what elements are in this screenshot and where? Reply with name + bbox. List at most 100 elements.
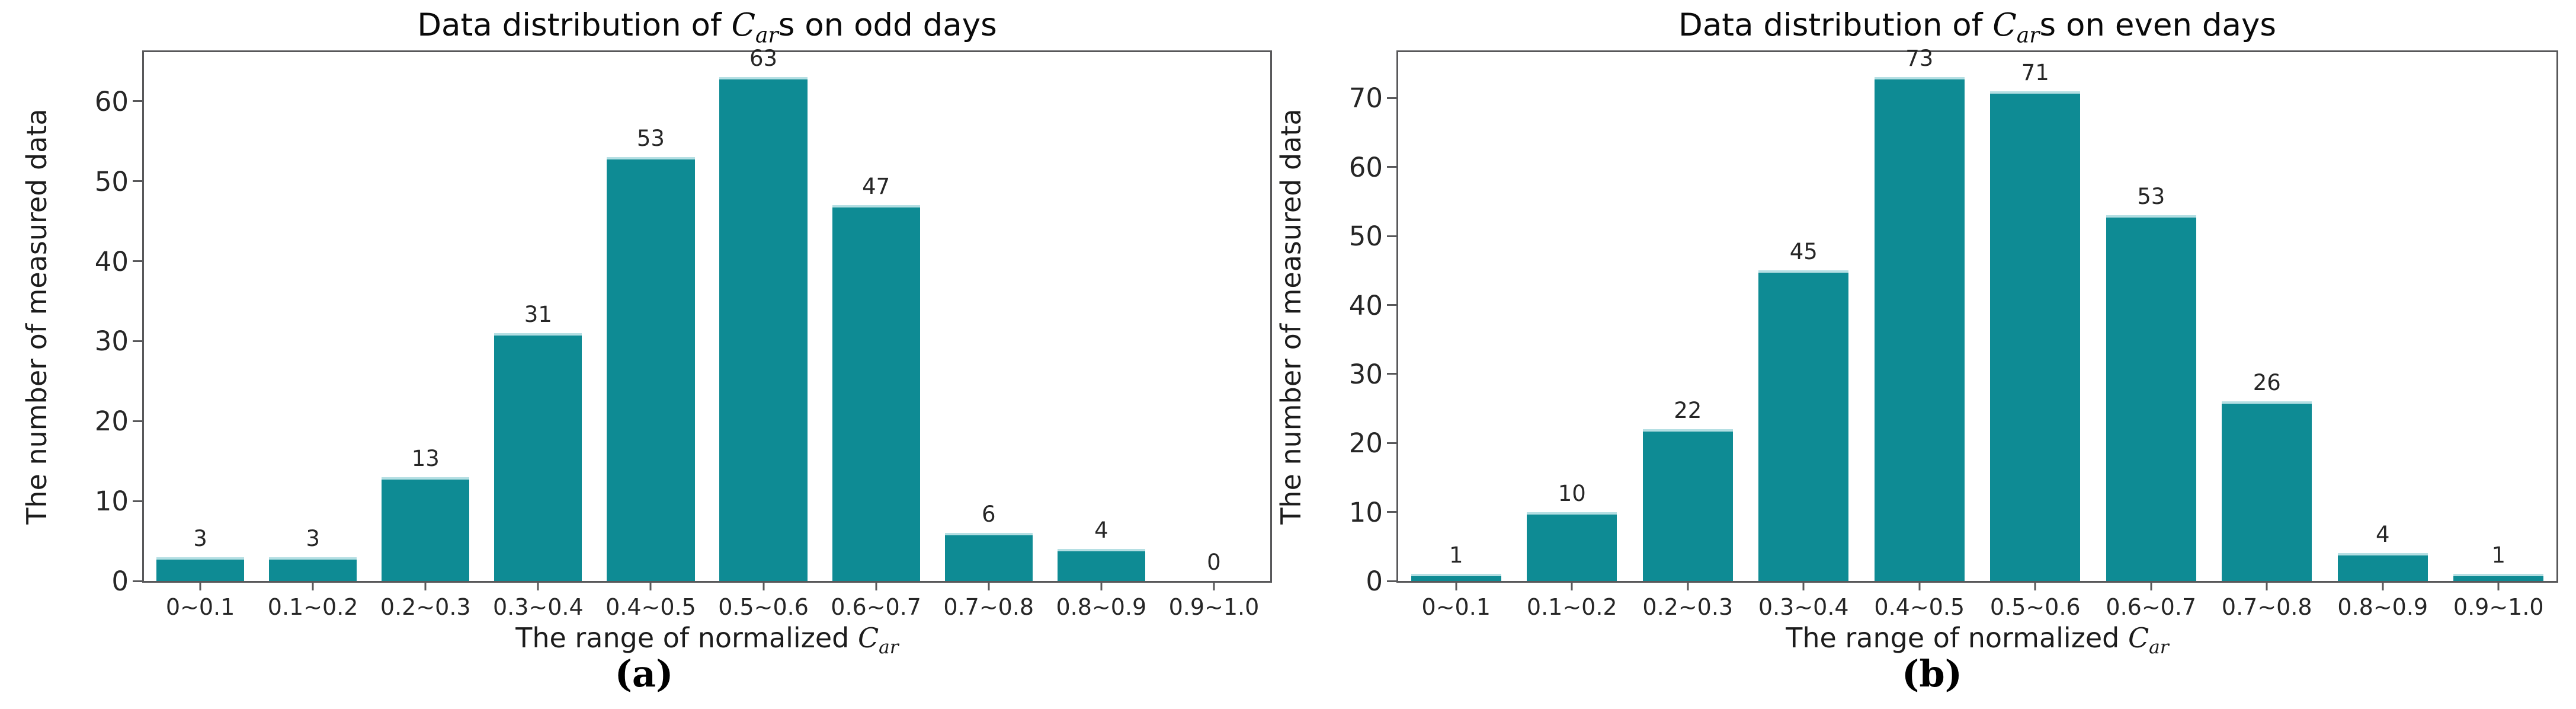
y-tick-label: 50 bbox=[1348, 221, 1383, 253]
y-tick-label: 60 bbox=[1348, 151, 1383, 183]
y-tick-label: 70 bbox=[1348, 82, 1383, 114]
chart-title: Data distribution of Cars on even days bbox=[1396, 7, 2558, 46]
bar-value-label: 45 bbox=[1789, 239, 1818, 265]
bar bbox=[1527, 512, 1617, 581]
bar bbox=[1874, 77, 1965, 581]
x-axis-label: The range of normalized Car bbox=[1396, 622, 2558, 657]
math-var-c: C bbox=[731, 7, 756, 43]
x-tick-label: 0.8~0.9 bbox=[2337, 594, 2428, 620]
y-tick bbox=[133, 260, 142, 263]
bar-value-label: 63 bbox=[749, 46, 778, 72]
bar-value-label: 6 bbox=[981, 502, 996, 528]
x-tick bbox=[875, 583, 877, 590]
x-tick-label: 0.2~0.3 bbox=[380, 594, 471, 620]
bar-value-label: 53 bbox=[636, 126, 665, 152]
x-tick-label: 0.6~0.7 bbox=[831, 594, 921, 620]
title-text-suffix: s on odd days bbox=[778, 7, 997, 43]
y-tick bbox=[1387, 580, 1396, 582]
bar bbox=[832, 205, 920, 581]
y-tick bbox=[133, 580, 142, 582]
subfigure-a: Data distribution of Cars on odd days Th… bbox=[21, 7, 1272, 695]
x-axis-label: The range of normalized Car bbox=[142, 622, 1272, 657]
math-subscript-ar: ar bbox=[879, 637, 899, 659]
math-subscript-ar: ar bbox=[755, 23, 778, 48]
bar-chart-even-days: Data distribution of Cars on even days T… bbox=[1275, 7, 2558, 657]
x-tick bbox=[649, 583, 652, 590]
bar bbox=[156, 557, 245, 581]
x-tick bbox=[537, 583, 539, 590]
y-tick-label: 40 bbox=[94, 245, 129, 277]
bar bbox=[944, 533, 1033, 581]
subfigure-caption-b: (b) bbox=[1901, 652, 1963, 695]
y-tick bbox=[1387, 442, 1396, 444]
bar-value-label: 0 bbox=[1207, 550, 1221, 575]
x-tick-label: 0.6~0.7 bbox=[2106, 594, 2197, 620]
y-tick bbox=[133, 100, 142, 103]
math-subscript-ar: ar bbox=[2016, 23, 2040, 48]
title-text: Data distribution of bbox=[1678, 7, 1993, 43]
x-tick-label: 0.9~1.0 bbox=[2453, 594, 2544, 620]
x-tick bbox=[424, 583, 427, 590]
x-tick-label: 0.5~0.6 bbox=[718, 594, 809, 620]
bar bbox=[719, 77, 808, 581]
x-tick-label: 0.9~1.0 bbox=[1168, 594, 1260, 620]
bar-value-label: 71 bbox=[2021, 59, 2049, 85]
y-tick bbox=[1387, 97, 1396, 99]
y-tick-label: 20 bbox=[1348, 427, 1383, 459]
x-tick-label: 0.1~0.2 bbox=[1526, 594, 1617, 620]
x-tick bbox=[199, 583, 201, 590]
bar bbox=[607, 157, 695, 581]
x-tick bbox=[2497, 583, 2500, 590]
y-tick bbox=[1387, 511, 1396, 513]
bar-value-label: 4 bbox=[2375, 522, 2390, 548]
y-tick bbox=[133, 340, 142, 342]
x-tick bbox=[2266, 583, 2268, 590]
subfigure-caption-a: (a) bbox=[614, 652, 674, 695]
y-tick-label: 40 bbox=[1348, 289, 1383, 321]
x-tick bbox=[1571, 583, 1573, 590]
title-text: Data distribution of bbox=[417, 7, 732, 43]
bar-value-label: 4 bbox=[1094, 518, 1108, 544]
x-tick-label: 0.1~0.2 bbox=[267, 594, 358, 620]
bar-value-label: 73 bbox=[1905, 46, 1934, 72]
bar bbox=[1990, 91, 2081, 581]
bar bbox=[2453, 574, 2544, 581]
x-tick-label: 0~0.1 bbox=[165, 594, 235, 620]
bar bbox=[2106, 215, 2196, 581]
x-tick-label: 0.5~0.6 bbox=[1989, 594, 2081, 620]
x-tick bbox=[1687, 583, 1689, 590]
subfigure-b: Data distribution of Cars on even days T… bbox=[1275, 0, 2576, 709]
x-tick-label: 0.7~0.8 bbox=[943, 594, 1034, 620]
x-tick bbox=[1213, 583, 1215, 590]
bar-value-label: 47 bbox=[862, 174, 890, 200]
y-tick bbox=[1387, 373, 1396, 375]
x-tick-label: 0~0.1 bbox=[1421, 594, 1491, 620]
x-tick bbox=[1918, 583, 1921, 590]
x-tick-label: 0.7~0.8 bbox=[2221, 594, 2312, 620]
y-tick-label: 50 bbox=[94, 165, 129, 197]
bar bbox=[1057, 549, 1145, 581]
bar bbox=[2337, 553, 2428, 581]
plot-area: 0 10 20 30 40 50 60 70 1 0~0.1 10 0.1~0.2 22 0.2~0.3 4… bbox=[1349, 46, 2558, 620]
x-tick-label: 0.3~0.4 bbox=[492, 594, 584, 620]
title-text-suffix: s on even days bbox=[2039, 7, 2276, 43]
x-tick bbox=[1455, 583, 1457, 590]
xlabel-text: The range of normalized bbox=[1786, 622, 2128, 654]
x-tick-label: 0.3~0.4 bbox=[1758, 594, 1849, 620]
xlabel-text: The range of normalized bbox=[515, 622, 858, 654]
bar-value-label: 3 bbox=[306, 525, 320, 551]
y-tick-label: 20 bbox=[94, 405, 129, 437]
y-tick bbox=[133, 500, 142, 502]
bar-value-label: 3 bbox=[193, 525, 207, 551]
y-tick-label: 0 bbox=[111, 566, 129, 597]
y-tick-label: 30 bbox=[94, 325, 129, 357]
x-tick bbox=[2150, 583, 2152, 590]
bar-value-label: 53 bbox=[2137, 184, 2165, 210]
bar-chart-odd-days: Data distribution of Cars on odd days Th… bbox=[21, 7, 1272, 657]
x-tick bbox=[1100, 583, 1103, 590]
y-tick bbox=[1387, 166, 1396, 168]
y-tick bbox=[1387, 235, 1396, 237]
x-tick bbox=[988, 583, 990, 590]
math-var-c: C bbox=[857, 622, 879, 654]
